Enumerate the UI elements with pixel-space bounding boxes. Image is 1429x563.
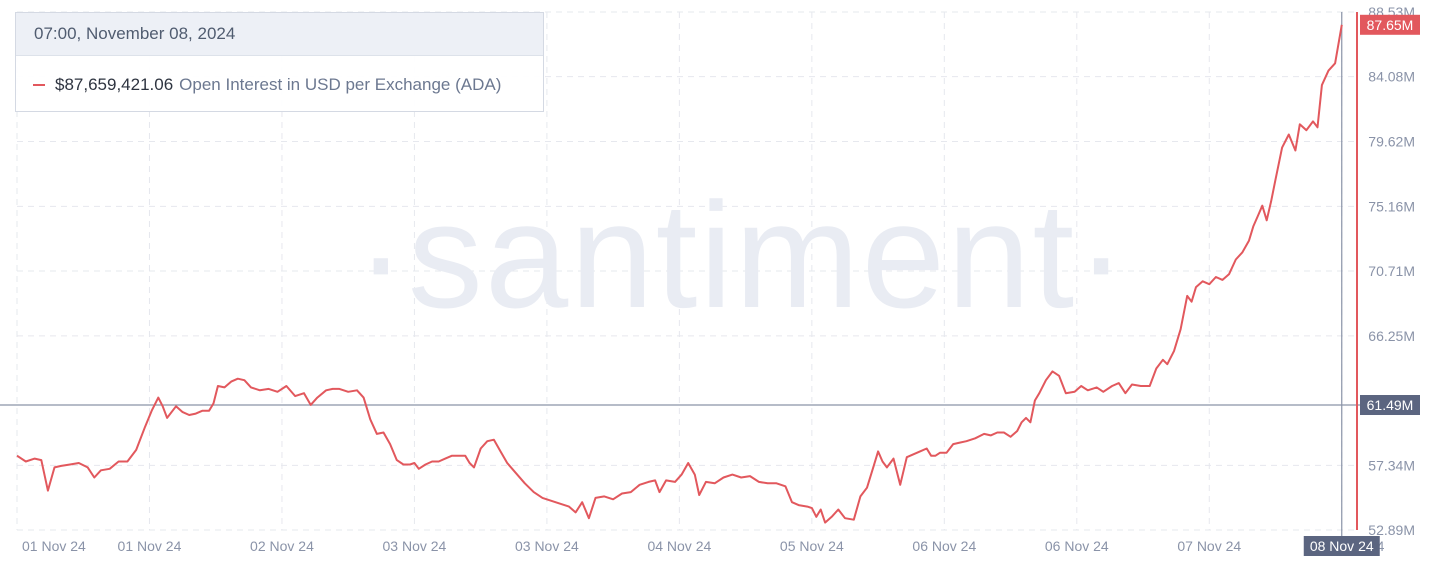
tooltip-value: $87,659,421.06: [55, 74, 174, 94]
x-tick-label-1: 01 Nov 24: [118, 538, 182, 554]
last-value-badge-label: 87.65M: [1367, 17, 1414, 33]
y-tick-label-5: 66.25M: [1368, 328, 1415, 344]
x-tick-label-3: 03 Nov 24: [383, 538, 447, 554]
series-line-open-interest: [16, 24, 1343, 524]
crosshair-x-badge: [1303, 536, 1380, 556]
x-tick-label-6: 05 Nov 24: [780, 538, 844, 554]
crosshair: [0, 12, 1360, 538]
crosshair-y-badge: [1360, 395, 1420, 416]
y-tick-label-7: 52.89M: [1368, 522, 1415, 538]
x-tick-label-4: 03 Nov 24: [515, 538, 579, 554]
y-tick-label-6: 57.34M: [1368, 457, 1415, 473]
y-tick-label-1: 84.08M: [1368, 69, 1415, 85]
y-tick-label-2: 79.62M: [1368, 134, 1415, 150]
x-tick-label-8: 06 Nov 24: [1045, 538, 1109, 554]
x-tick-label-7: 06 Nov 24: [912, 538, 976, 554]
tooltip-row: $87,659,421.06 Open Interest in USD per …: [16, 56, 543, 113]
x-tick-label-9: 07 Nov 24: [1177, 538, 1241, 554]
crosshair-y-badge-label: 61.49M: [1367, 397, 1414, 413]
y-axis: 88.53M84.08M79.62M75.16M70.71M66.25M57.3…: [1368, 4, 1415, 538]
x-axis: 01 Nov 24 01 Nov 24 02 Nov 24 03 Nov 24 03 N…: [22, 538, 1385, 554]
tooltip-datetime: 07:00, November 08, 2024: [16, 13, 543, 56]
x-tick-label-0: 01 Nov 24: [22, 538, 86, 554]
x-tick-label-5: 04 Nov 24: [647, 538, 711, 554]
y-tick-label-3: 75.16M: [1368, 198, 1415, 214]
last-value-badge: [1360, 14, 1420, 35]
tooltip-series-label: Open Interest in USD per Exchange (ADA): [179, 74, 502, 94]
series-color-dash: [33, 83, 45, 86]
watermark-text: ·santiment·: [356, 171, 1128, 339]
x-tick-label-2: 02 Nov 24: [250, 538, 314, 554]
axis-badges: 87.65M 61.49M 08 Nov 24: [1303, 14, 1420, 556]
y-tick-label-4: 70.71M: [1368, 263, 1415, 279]
crosshair-x-badge-label: 08 Nov 24: [1310, 538, 1374, 554]
chart-tooltip: 07:00, November 08, 2024 $87,659,421.06 …: [15, 12, 544, 112]
